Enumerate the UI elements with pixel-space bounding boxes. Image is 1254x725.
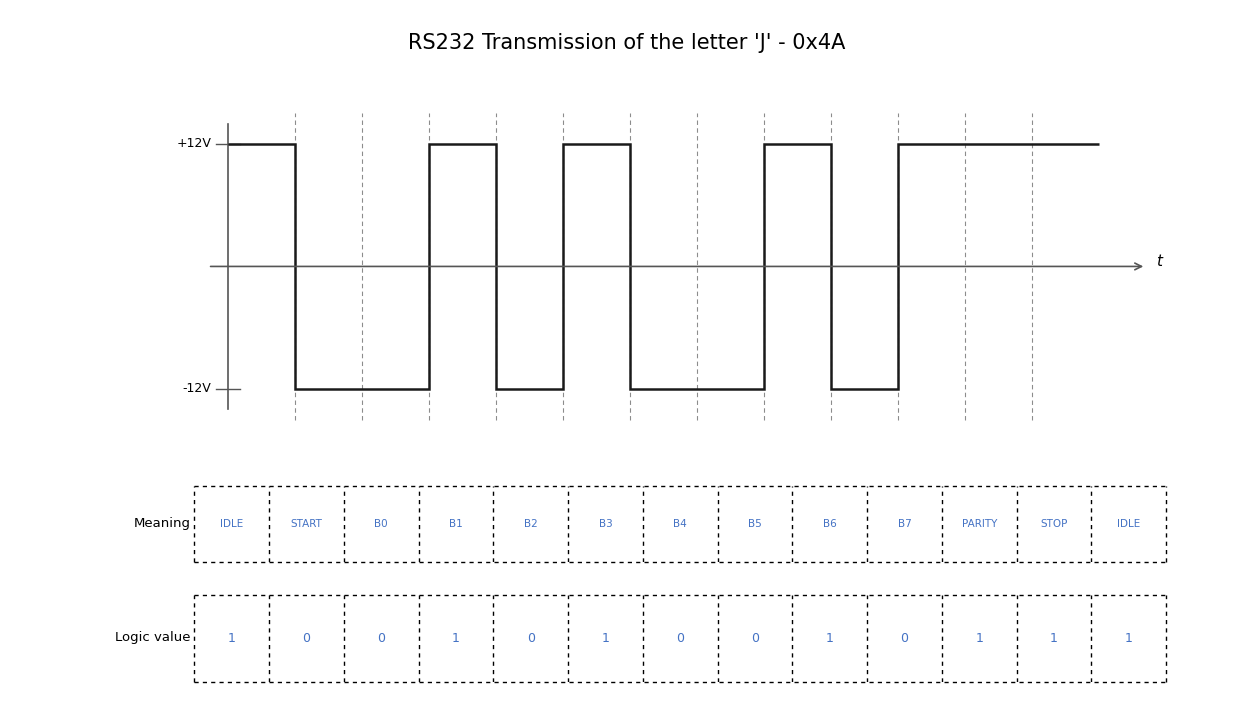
- Text: 1: 1: [602, 631, 609, 645]
- Text: B2: B2: [524, 519, 538, 529]
- Text: B4: B4: [673, 519, 687, 529]
- Text: STOP: STOP: [1041, 519, 1067, 529]
- Text: B3: B3: [598, 519, 612, 529]
- Text: t: t: [1156, 254, 1162, 269]
- Text: 0: 0: [676, 631, 685, 645]
- Text: 0: 0: [377, 631, 385, 645]
- Text: 0: 0: [900, 631, 909, 645]
- Text: 1: 1: [453, 631, 460, 645]
- Text: B6: B6: [823, 519, 836, 529]
- Text: 1: 1: [1050, 631, 1058, 645]
- Text: 1: 1: [826, 631, 834, 645]
- Text: PARITY: PARITY: [962, 519, 997, 529]
- Text: 0: 0: [751, 631, 759, 645]
- Text: 0: 0: [527, 631, 534, 645]
- Text: Logic value: Logic value: [115, 631, 191, 645]
- Text: IDLE: IDLE: [221, 519, 243, 529]
- Text: 1: 1: [1125, 631, 1132, 645]
- Text: 1: 1: [976, 631, 983, 645]
- Text: B5: B5: [749, 519, 762, 529]
- Text: START: START: [291, 519, 322, 529]
- Text: B0: B0: [375, 519, 387, 529]
- Text: IDLE: IDLE: [1117, 519, 1140, 529]
- Text: Meaning: Meaning: [134, 518, 191, 530]
- Text: +12V: +12V: [177, 138, 211, 151]
- Text: B1: B1: [449, 519, 463, 529]
- Text: RS232 Transmission of the letter 'J' - 0x4A: RS232 Transmission of the letter 'J' - 0…: [409, 33, 845, 53]
- Text: 0: 0: [302, 631, 311, 645]
- Text: B7: B7: [898, 519, 912, 529]
- Text: 1: 1: [228, 631, 236, 645]
- Text: -12V: -12V: [182, 382, 211, 395]
